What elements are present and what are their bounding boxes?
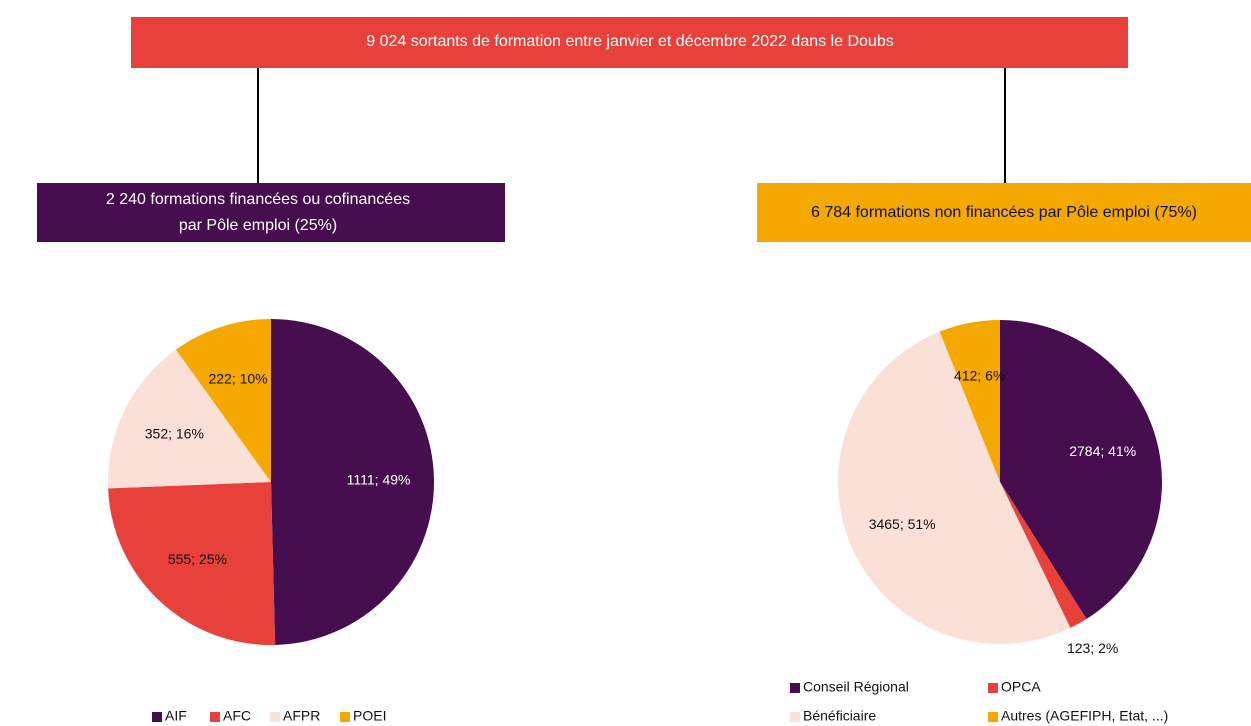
data-label: 1111; 49%	[347, 471, 411, 487]
left-box	[37, 183, 505, 242]
data-label: 123; 2%	[1067, 640, 1118, 656]
legend-label: Autres (AGEFIPH, Etat, ...)	[1001, 708, 1168, 724]
pie-slice	[108, 349, 271, 489]
right-box	[757, 183, 1251, 242]
data-label: 222; 10%	[208, 370, 267, 386]
pie-slice	[1000, 482, 1087, 628]
data-label: 412; 6%	[954, 368, 1005, 384]
pie-slice	[1000, 320, 1162, 619]
legend-swatch	[988, 683, 998, 693]
data-label: 3465; 51%	[869, 516, 936, 532]
right-box-text: 6 784 formations non financées par Pôle …	[811, 204, 1197, 221]
left-box-text: par Pôle emploi (25%)	[179, 217, 337, 234]
header-title: 9 024 sortants de formation entre janvie…	[366, 33, 893, 50]
pie-slice	[175, 319, 271, 482]
pie-slice	[271, 319, 434, 645]
legend-label: AIF	[165, 708, 187, 724]
legend-swatch	[988, 712, 998, 722]
legend-swatch	[790, 712, 800, 722]
left-box-text: 2 240 formations financées ou cofinancée…	[106, 191, 410, 208]
legend-label: Conseil Régional	[803, 679, 909, 695]
legend-label: Bénéficiaire	[803, 708, 876, 724]
pie-slice	[108, 482, 276, 646]
data-label: 352; 16%	[145, 425, 204, 441]
legend-swatch	[790, 683, 800, 693]
header-box	[131, 17, 1128, 68]
pie-slice	[939, 320, 1000, 482]
legend-label: AFC	[223, 708, 251, 724]
data-label: 555; 25%	[168, 551, 227, 567]
legend-label: OPCA	[1001, 679, 1041, 695]
legend-swatch	[210, 712, 220, 722]
data-label: 2784; 41%	[1069, 443, 1136, 459]
legend-label: POEI	[353, 708, 386, 724]
legend-swatch	[340, 712, 350, 722]
legend-swatch	[270, 712, 280, 722]
legend-swatch	[152, 712, 162, 722]
legend-label: AFPR	[283, 708, 320, 724]
pie-slice	[837, 331, 1071, 645]
